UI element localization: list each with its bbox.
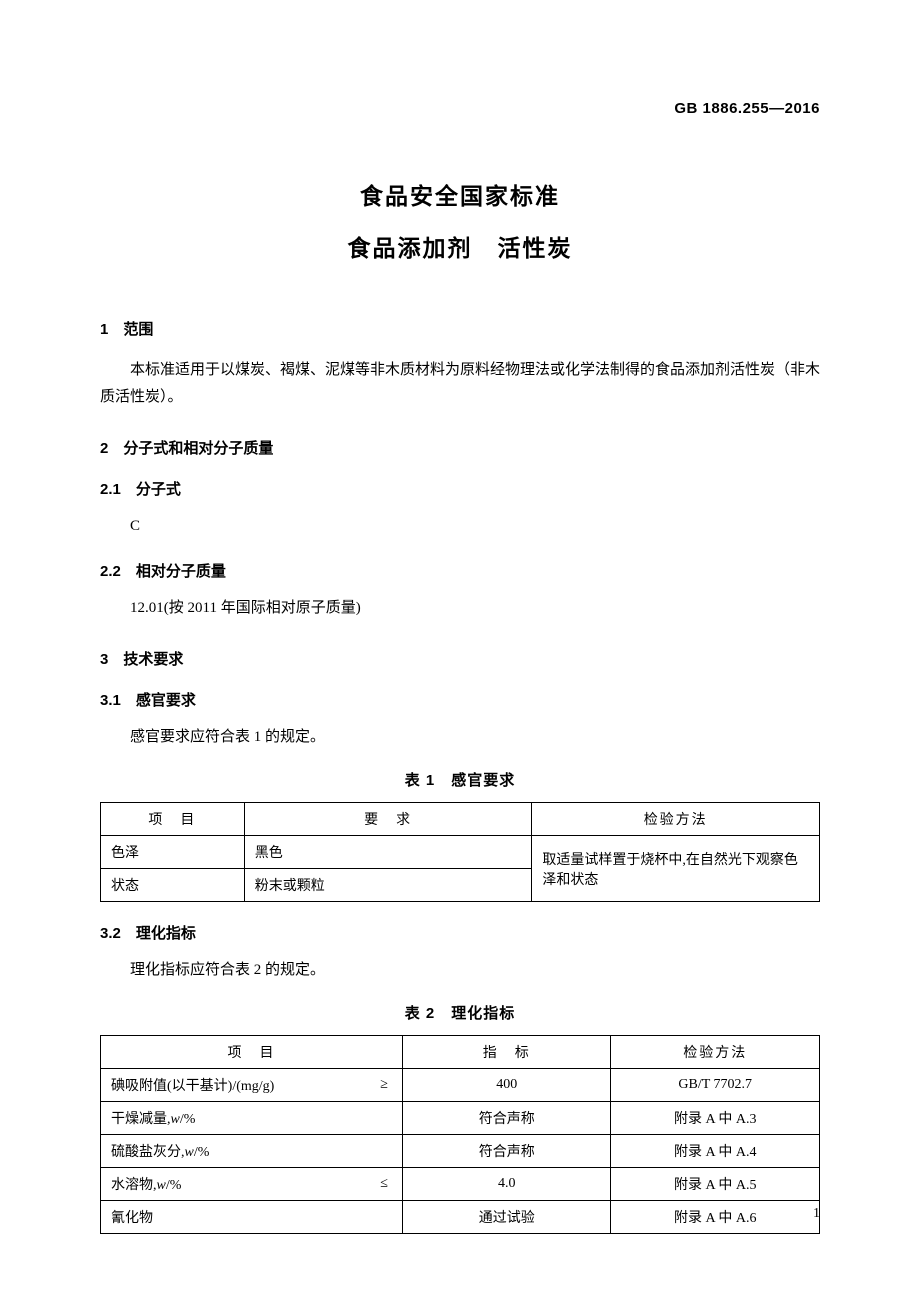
table-item-label: 水溶物,w/% (111, 1174, 181, 1194)
table-2-caption: 表 2 理化指标 (100, 1002, 820, 1023)
table-item-op: ≥ (380, 1077, 392, 1093)
document-page: GB 1886.255—2016 食品安全国家标准 食品添加剂 活性炭 1 范围… (0, 0, 920, 1302)
table-2-header-3: 检验方法 (611, 1036, 820, 1069)
table-row: 项 目 指 标 检验方法 (101, 1036, 820, 1069)
table-cell: 黑色 (244, 836, 532, 869)
table-cell: 4.0 (402, 1168, 611, 1201)
table-1-header-1: 项 目 (101, 803, 245, 836)
table-cell: 氰化物 (101, 1201, 403, 1234)
table-2: 项 目 指 标 检验方法 碘吸附值(以干基计)/(mg/g) ≥ 400 GB/… (100, 1035, 820, 1234)
table-item-label: 氰化物 (111, 1207, 153, 1227)
section-1-para: 本标准适用于以煤炭、褐煤、泥煤等非木质材料为原料经物理法或化学法制得的食品添加剂… (100, 357, 820, 411)
section-2-2-content: 12.01(按 2011 年国际相对原子质量) (100, 595, 820, 622)
table-row: 水溶物,w/% ≤ 4.0 附录 A 中 A.5 (101, 1168, 820, 1201)
section-3-2-para: 理化指标应符合表 2 的规定。 (100, 957, 820, 984)
table-cell: 水溶物,w/% ≤ (101, 1168, 403, 1201)
table-cell: 附录 A 中 A.3 (611, 1102, 820, 1135)
section-2-2-heading: 2.2 相对分子质量 (100, 560, 820, 581)
page-number: 1 (813, 1206, 820, 1222)
table-row: 干燥减量,w/% 符合声称 附录 A 中 A.3 (101, 1102, 820, 1135)
table-1-header-3: 检验方法 (532, 803, 820, 836)
section-1-heading: 1 范围 (100, 318, 820, 339)
table-2-header-1: 项 目 (101, 1036, 403, 1069)
table-row: 氰化物 通过试验 附录 A 中 A.6 (101, 1201, 820, 1234)
table-cell: 取适量试样置于烧杯中,在自然光下观察色泽和状态 (532, 836, 820, 902)
table-item-label: 碘吸附值(以干基计)/(mg/g) (111, 1075, 274, 1095)
section-3-1-para: 感官要求应符合表 1 的规定。 (100, 724, 820, 751)
table-cell: 色泽 (101, 836, 245, 869)
table-cell: 400 (402, 1069, 611, 1102)
section-2-heading: 2 分子式和相对分子质量 (100, 437, 820, 458)
table-cell: 粉末或颗粒 (244, 869, 532, 902)
table-cell: 干燥减量,w/% (101, 1102, 403, 1135)
table-cell: 附录 A 中 A.6 (611, 1201, 820, 1234)
table-cell: 通过试验 (402, 1201, 611, 1234)
table-1: 项 目 要 求 检验方法 色泽 黑色 取适量试样置于烧杯中,在自然光下观察色泽和… (100, 802, 820, 902)
table-row: 色泽 黑色 取适量试样置于烧杯中,在自然光下观察色泽和状态 (101, 836, 820, 869)
table-cell: 附录 A 中 A.5 (611, 1168, 820, 1201)
section-3-1-heading: 3.1 感官要求 (100, 689, 820, 710)
table-cell: 硫酸盐灰分,w/% (101, 1135, 403, 1168)
standard-code: GB 1886.255—2016 (100, 100, 820, 117)
table-1-header-2: 要 求 (244, 803, 532, 836)
sub-title: 食品添加剂 活性炭 (100, 229, 820, 263)
table-item-op: ≤ (380, 1176, 392, 1192)
table-row: 碘吸附值(以干基计)/(mg/g) ≥ 400 GB/T 7702.7 (101, 1069, 820, 1102)
table-cell: 符合声称 (402, 1135, 611, 1168)
section-2-1-heading: 2.1 分子式 (100, 478, 820, 499)
table-1-caption: 表 1 感官要求 (100, 769, 820, 790)
table-row: 硫酸盐灰分,w/% 符合声称 附录 A 中 A.4 (101, 1135, 820, 1168)
table-row: 项 目 要 求 检验方法 (101, 803, 820, 836)
section-3-2-heading: 3.2 理化指标 (100, 922, 820, 943)
table-2-header-2: 指 标 (402, 1036, 611, 1069)
main-title: 食品安全国家标准 (100, 177, 820, 211)
table-item-label: 干燥减量,w/% (111, 1108, 195, 1128)
table-cell: 碘吸附值(以干基计)/(mg/g) ≥ (101, 1069, 403, 1102)
section-2-1-content: C (100, 513, 820, 540)
section-3-heading: 3 技术要求 (100, 648, 820, 669)
table-cell: 附录 A 中 A.4 (611, 1135, 820, 1168)
table-cell: GB/T 7702.7 (611, 1069, 820, 1102)
table-item-label: 硫酸盐灰分,w/% (111, 1141, 209, 1161)
table-cell: 状态 (101, 869, 245, 902)
table-cell: 符合声称 (402, 1102, 611, 1135)
